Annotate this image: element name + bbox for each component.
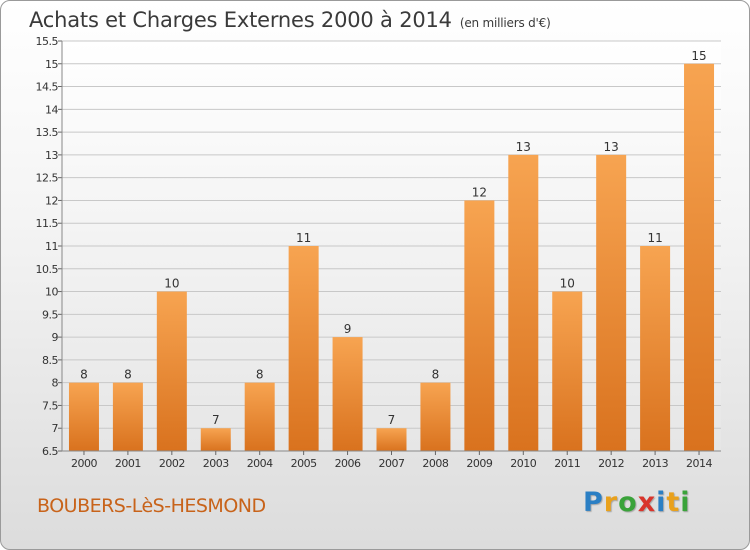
y-tick-label: 13 (45, 149, 58, 162)
y-tick-label: 7.5 (42, 399, 58, 412)
y-tick-label: 7 (52, 422, 59, 435)
y-tick-label: 9 (52, 331, 59, 344)
logo-letter: i (656, 487, 667, 518)
bar-2009 (464, 200, 495, 451)
bar-2006 (332, 337, 363, 451)
data-label-2002: 10 (164, 277, 179, 291)
x-tick-label-2012: 2012 (598, 457, 624, 470)
x-tick-label-2013: 2013 (642, 457, 668, 470)
proxiti-logo: Proxiti (583, 487, 691, 518)
data-label-2003: 7 (212, 413, 220, 427)
data-label-2009: 12 (472, 185, 487, 199)
y-tick-label: 14.5 (36, 81, 59, 94)
bar-2001 (112, 382, 143, 451)
y-tick-label: 10 (45, 286, 58, 299)
logo-letter: i (680, 487, 691, 518)
bar-2005 (288, 246, 319, 451)
logo-letter: o (618, 487, 638, 518)
data-label-2013: 11 (647, 231, 662, 245)
logo-letter: P (583, 487, 604, 518)
y-tick-label: 12 (45, 194, 58, 207)
y-tick-label: 10.5 (36, 263, 59, 276)
y-tick-label: 8.5 (42, 354, 58, 367)
x-tick-label-2002: 2002 (159, 457, 185, 470)
y-tick-label: 11.5 (36, 217, 59, 230)
logo-letter: t (666, 487, 681, 518)
data-label-2006: 9 (344, 322, 352, 336)
data-label-2012: 13 (604, 140, 619, 154)
bar-2002 (156, 291, 187, 451)
bar-2003 (200, 428, 231, 451)
bar-2008 (420, 382, 451, 451)
bar-2012 (596, 154, 627, 451)
bar-2011 (552, 291, 583, 451)
data-label-2007: 7 (388, 413, 396, 427)
commune-name: BOUBERS-LèS-HESMOND (37, 495, 266, 517)
bar-2000 (68, 382, 99, 451)
y-tick-label: 6.5 (42, 445, 58, 458)
data-label-2001: 8 (124, 368, 132, 382)
x-tick-label-2007: 2007 (379, 457, 405, 470)
data-label-2000: 8 (80, 368, 88, 382)
x-tick-label-2009: 2009 (466, 457, 492, 470)
y-tick-label: 11 (45, 240, 58, 253)
x-tick-label-2014: 2014 (686, 457, 712, 470)
logo-letter: x (637, 487, 657, 518)
x-tick-label-2000: 2000 (71, 457, 97, 470)
x-tick-label-2010: 2010 (510, 457, 536, 470)
chart-title-text: Achats et Charges Externes 2000 à 2014 (29, 8, 452, 32)
x-tick-label-2001: 2001 (115, 457, 141, 470)
x-tick-label-2004: 2004 (247, 457, 273, 470)
y-tick-label: 13.5 (36, 126, 59, 139)
y-tick-label: 15.5 (36, 35, 59, 48)
x-tick-label-2006: 2006 (335, 457, 361, 470)
data-label-2005: 11 (296, 231, 311, 245)
bar-2010 (508, 154, 539, 451)
logo-letter: r (603, 487, 619, 518)
bar-2013 (640, 246, 671, 451)
x-tick-label-2008: 2008 (422, 457, 448, 470)
y-tick-label: 8 (52, 377, 59, 390)
y-tick-label: 15 (45, 58, 58, 71)
y-tick-label: 14 (45, 103, 58, 116)
x-tick-label-2003: 2003 (203, 457, 229, 470)
chart-unit: (en milliers d'€) (459, 16, 551, 30)
data-label-2008: 8 (432, 368, 440, 382)
bar-2014 (684, 63, 715, 452)
data-label-2010: 13 (516, 140, 531, 154)
data-label-2011: 10 (560, 277, 575, 291)
y-tick-label: 9.5 (42, 308, 58, 321)
bar-2007 (376, 428, 407, 451)
data-label-2014: 15 (691, 49, 706, 63)
x-tick-label-2011: 2011 (554, 457, 580, 470)
bar-2004 (244, 382, 275, 451)
chart-title: Achats et Charges Externes 2000 à 2014 (e… (29, 8, 551, 32)
x-tick-label-2005: 2005 (291, 457, 317, 470)
y-tick-label: 12.5 (36, 172, 59, 185)
data-label-2004: 8 (256, 368, 264, 382)
